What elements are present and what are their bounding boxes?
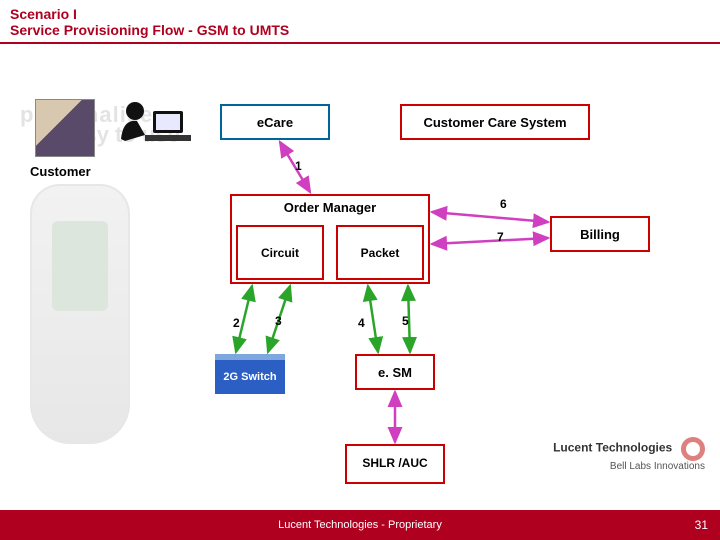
logo-ring-icon: [681, 437, 705, 461]
node-shlr-auc: SHLR /AUC: [345, 444, 445, 484]
brand-logo: Lucent Technologies Bell Labs Innovation…: [553, 437, 705, 472]
node-2g-switch: 2G Switch: [215, 354, 285, 394]
page-number: 31: [695, 518, 708, 532]
slide-footer: Lucent Technologies - Proprietary 31: [0, 510, 720, 540]
diagram-canvas: personalise easy to use Customer eCare C…: [0, 44, 720, 504]
node-billing: Billing: [550, 216, 650, 252]
edge-label-7: 7: [497, 230, 504, 244]
title-line1: Scenario I: [10, 6, 710, 22]
edge-label-2: 2: [233, 316, 240, 330]
node-ecare: eCare: [220, 104, 330, 140]
node-circuit: Circuit: [236, 225, 324, 280]
edge-label-5: 5: [402, 314, 409, 328]
node-order-manager: Order Manager Circuit Packet: [230, 194, 430, 284]
customer-label: Customer: [30, 164, 91, 179]
logo-tagline: Bell Labs Innovations: [610, 461, 705, 472]
node-customer-care-system: Customer Care System: [400, 104, 590, 140]
title-line2: Service Provisioning Flow - GSM to UMTS: [10, 22, 710, 38]
node-packet: Packet: [336, 225, 424, 280]
node-esm: e. SM: [355, 354, 435, 390]
slide-header: Scenario I Service Provisioning Flow - G…: [0, 0, 720, 44]
edge-label-4: 4: [358, 316, 365, 330]
edge-label-1: 1: [295, 159, 302, 173]
customer-photo: [35, 99, 95, 157]
edge-label-3: 3: [275, 314, 282, 328]
agent-computer-icon: [115, 99, 195, 154]
logo-name: Lucent Technologies: [553, 441, 672, 455]
switch-label: 2G Switch: [223, 371, 276, 383]
footer-text: Lucent Technologies - Proprietary: [278, 519, 442, 531]
edge-label-6: 6: [500, 197, 507, 211]
order-manager-title: Order Manager: [232, 196, 428, 215]
phone-background-image: [30, 184, 130, 444]
